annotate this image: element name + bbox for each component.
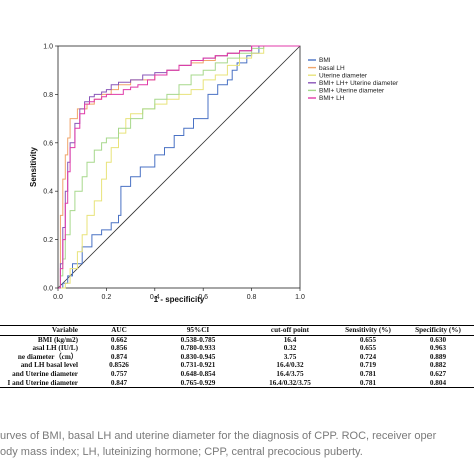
table-cell: 0.731-0.921 [180,361,216,370]
y-tick-label: 0.4 [43,189,53,196]
table-cell: 0.719 [359,361,377,370]
table-row: asal LH (IU/L) 0.856 0.780-0.933 0.32 0.… [0,344,474,353]
y-tick-label: 0.6 [43,140,53,147]
figure-caption-line-2: ody mass index; LH, luteinizing hormone;… [0,446,363,458]
x-tick-label: 0.8 [247,294,257,301]
x-tick-label: 1.0 [295,294,305,301]
table-row: and Uterine diameter 0.757 0.648-0.854 1… [0,370,474,379]
table-cell: asal LH (IU/L) [32,344,78,353]
table-cell: 16.4 [283,335,297,344]
table-row: and LH basal level 0.8526 0.731-0.921 16… [0,361,474,370]
table-cell: and Uterine diameter [12,369,78,378]
table-cell: I and Uterine diameter [7,378,78,387]
column-header: 95%CI [186,326,210,334]
y-tick-label: 0.2 [43,237,53,244]
x-tick-label: 0.4 [150,294,160,301]
y-tick-label: 0.8 [43,92,53,99]
table-cell: 0.627 [429,369,447,378]
results-table: Variable AUC 95%CI cut-off point Sensiti… [0,325,474,388]
column-header: cut-off point [270,326,310,334]
column-header: Sensitivity (%) [345,326,391,334]
table-cell: 0.757 [110,369,128,378]
x-axis-title: 1 - specificity [154,295,205,304]
table-cell: 0.724 [359,352,377,361]
table-cell: 0.630 [429,335,447,344]
column-header: Variable [51,326,78,334]
table-row: ne diameter（cm） 0.874 0.830-0.945 3.75 0… [0,353,474,362]
table-cell: 0.781 [359,378,377,387]
legend-label-bmi-lh-uterine-diameter: BMI+ LH+ Uterine diameter [319,80,399,87]
table-cell: 0.538-0.785 [180,335,216,344]
table-cell: 0.648-0.854 [180,369,216,378]
y-tick-label: 0.0 [43,286,53,293]
series-line-bmi-uterine-diameter [58,45,300,289]
table-cell: 0.804 [429,378,447,387]
table-cell: 0.662 [110,335,128,344]
series-line-bmi-lh [58,45,300,289]
table-cell: 0.856 [110,344,128,353]
table-cell: 16.4/0.32 [276,361,304,370]
series-layer [58,45,300,289]
x-tick-label: 0.0 [53,294,63,301]
column-header: Specificity (%) [415,326,461,334]
table-cell: 16.4/3.75 [276,369,304,378]
table-cell: 0.874 [110,352,128,361]
table-cell: 0.655 [359,335,377,344]
reference-diagonal [57,45,301,289]
y-tick-label: 1.0 [43,44,53,51]
series-line-uterine-diameter [58,45,300,289]
table-cell: 0.847 [110,378,128,387]
series-line-bmi [58,45,300,289]
results-table-wrap: Variable AUC 95%CI cut-off point Sensiti… [0,325,474,388]
x-tick-label: 0.2 [102,294,112,301]
table-cell: 0.765-0.929 [180,378,216,387]
table-cell: 0.963 [429,344,447,353]
x-tick-label: 0.6 [198,294,208,301]
table-cell: and LH basal level [20,361,78,370]
table-row: I and Uterine diameter 0.847 0.765-0.929… [0,379,474,388]
table-cell: 0.830-0.945 [180,352,216,361]
table-cell: ne diameter（cm） [17,352,78,361]
table-cell: BMI (kg/m2) [37,335,78,344]
table-cell: 0.655 [359,344,377,353]
legend-label-bmi-uterine-diameter: BMI+ Uterine diameter [319,88,385,95]
table-header-row: Variable AUC 95%CI cut-off point Sensiti… [0,325,474,336]
column-header: AUC [111,326,127,334]
table-cell: 3.75 [283,352,297,361]
table-cell: 0.8526 [109,361,129,370]
legend-label-bmi-lh: BMI+ LH [319,95,345,102]
table-cell: 0.889 [429,352,447,361]
legend-label-basal-lh: basal LH [319,65,345,72]
roc-chart: 0.0 0.2 0.4 0.6 0.8 1.0 0.0 0.2 0.4 0.6 0.8 1.0 1 -… [29,44,399,305]
table-row: BMI (kg/m2) 0.662 0.538-0.785 16.4 0.655… [0,335,474,344]
table-cell: 0.781 [359,369,377,378]
legend-label-uterine-diameter: Uterine diameter [319,72,368,79]
table-cell: 0.780-0.933 [180,344,216,353]
legend-label-bmi: BMI [319,57,331,64]
figure-caption-line-1: urves of BMI, basal LH and uterine diame… [0,430,437,442]
table-cell: 0.882 [429,361,447,370]
y-axis-title: Sensitivity [29,146,38,187]
table-cell: 0.32 [283,344,297,353]
axis-ticks: 0.0 0.2 0.4 0.6 0.8 1.0 0.0 0.2 0.4 0.6 0.8 1.0 [43,44,305,302]
table-cell: 16.4/0.32/3.75 [269,378,311,387]
